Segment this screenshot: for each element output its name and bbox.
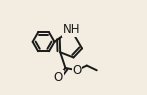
Text: O: O [72, 64, 81, 77]
Text: O: O [54, 71, 63, 84]
Text: NH: NH [62, 23, 80, 36]
